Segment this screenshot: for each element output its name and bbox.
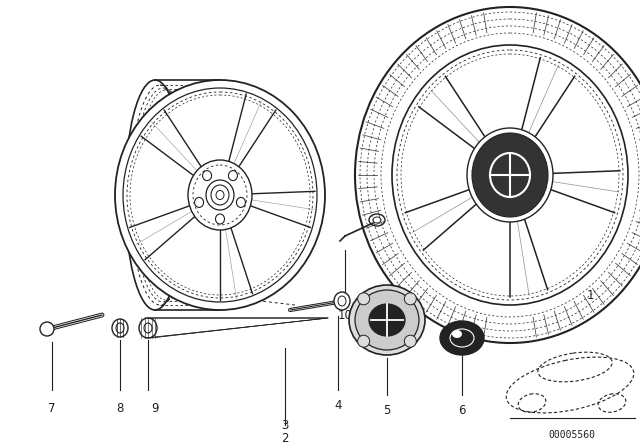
Ellipse shape (355, 7, 640, 343)
Text: 00005560: 00005560 (548, 430, 595, 440)
Ellipse shape (355, 290, 419, 350)
Ellipse shape (228, 171, 237, 181)
Ellipse shape (440, 321, 484, 355)
Ellipse shape (404, 293, 417, 305)
Text: 3: 3 (282, 418, 289, 431)
Ellipse shape (467, 128, 553, 222)
Text: 4: 4 (334, 399, 342, 412)
Text: 6: 6 (458, 404, 466, 417)
Text: 2: 2 (281, 431, 289, 444)
Text: 5: 5 (383, 404, 390, 417)
Ellipse shape (203, 171, 212, 181)
Ellipse shape (195, 198, 204, 207)
Ellipse shape (358, 293, 370, 305)
Ellipse shape (358, 335, 370, 347)
Ellipse shape (216, 214, 225, 224)
Text: 9: 9 (151, 401, 159, 414)
Ellipse shape (112, 319, 128, 337)
Ellipse shape (404, 335, 417, 347)
Ellipse shape (139, 318, 157, 338)
Ellipse shape (338, 296, 346, 306)
Ellipse shape (116, 323, 124, 333)
Ellipse shape (334, 292, 350, 310)
Text: 8: 8 (116, 401, 124, 414)
Text: 10: 10 (337, 309, 353, 322)
Ellipse shape (452, 330, 462, 338)
Ellipse shape (40, 322, 54, 336)
Ellipse shape (450, 329, 474, 347)
Ellipse shape (236, 198, 245, 207)
Text: 1: 1 (586, 289, 594, 302)
Ellipse shape (490, 153, 530, 197)
Ellipse shape (349, 285, 425, 355)
Ellipse shape (369, 304, 405, 336)
Text: 7: 7 (48, 401, 56, 414)
Ellipse shape (188, 160, 252, 230)
Ellipse shape (472, 133, 548, 217)
Ellipse shape (144, 323, 152, 333)
Ellipse shape (115, 80, 325, 310)
Ellipse shape (392, 45, 628, 305)
